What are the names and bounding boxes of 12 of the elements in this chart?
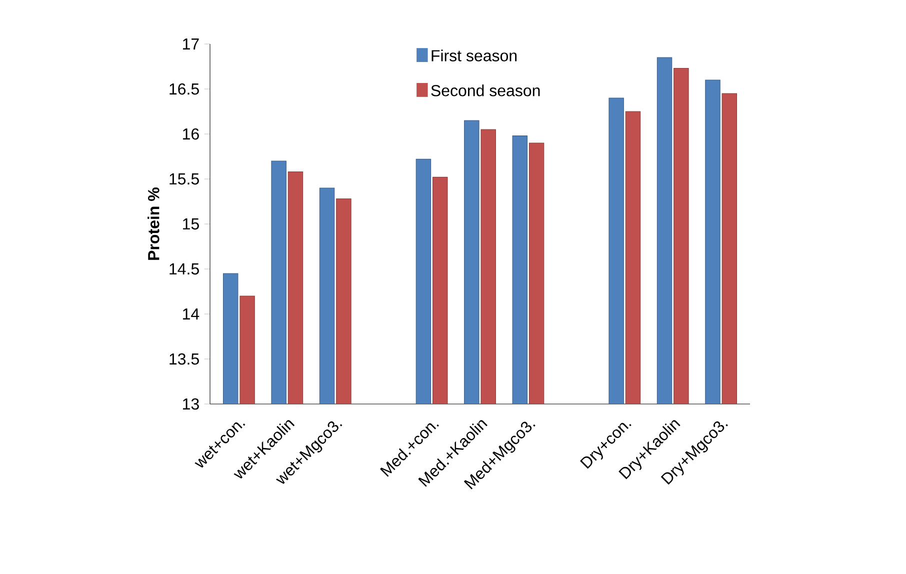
y-tick-label: 15.5 [170,173,199,185]
y-tick-label: 16.5 [170,83,199,95]
y-tick-label: 14 [183,308,200,320]
y-tick-label: 15 [183,218,199,230]
legend-label: Second season [431,84,540,96]
y-tick-label: 17 [183,38,199,50]
y-tick-label: 13.5 [170,353,199,365]
y-tick-label: 16 [183,128,199,140]
legend-label: First season [432,50,517,62]
y-axis-title: Protein % [148,188,160,260]
y-tick-label: 14.5 [170,263,199,275]
y-tick-label: 13 [183,398,199,410]
